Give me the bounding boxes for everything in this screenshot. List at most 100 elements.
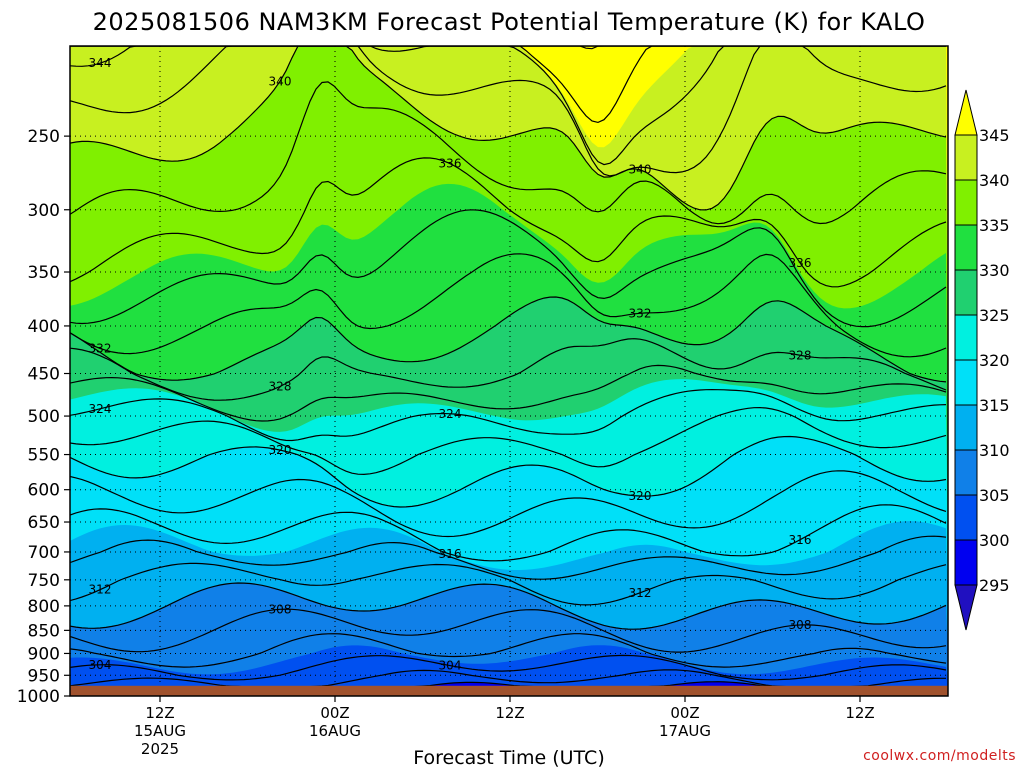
isentrope-308: [70, 608, 947, 653]
isentrope-306: [70, 633, 947, 668]
colorbar-label-325: 325: [979, 306, 1010, 325]
contour-label-text: 308: [789, 618, 812, 632]
y-axis-ticks: 250 300 350 400 450 500 550 600 650 700 750 800 850 9…: [17, 127, 70, 707]
colorbar-label-305: 305: [979, 486, 1010, 505]
contour-label-304: 304: [439, 659, 462, 673]
isentrope-328: [70, 338, 947, 401]
y-tick-label-450: 450: [28, 365, 60, 385]
contour-label-text: 340: [629, 163, 652, 177]
isentrope-304: [70, 654, 947, 681]
colorbar-segment-325: [954, 269, 978, 316]
contour-label-344: 344: [89, 56, 112, 70]
contour-label-308: 308: [789, 618, 812, 632]
isentrope-332: [70, 253, 947, 358]
colorbar-extend-low: [954, 584, 978, 631]
contour-label-text: 336: [439, 157, 462, 171]
x-tick-label-3: 00Z: [670, 704, 699, 722]
y-tick-label-250: 250: [28, 127, 60, 147]
contour-labels: 344 340 340 336 336 332 332 328 328 324 324 320 320 3…: [89, 56, 812, 673]
isentrope-318: [70, 470, 947, 538]
isentrope-312: [70, 562, 947, 606]
isentrope-316: [70, 504, 947, 562]
isentrope-334: [70, 209, 947, 328]
y-tick-label-750: 750: [28, 571, 60, 591]
contour-label-332: 332: [629, 306, 652, 320]
y-tick-label-850: 850: [28, 621, 60, 641]
plot-frame: [69, 45, 949, 697]
contour-label-328: 328: [789, 348, 812, 362]
colorbar-segment-330: [954, 224, 978, 271]
grid-lines: [70, 46, 948, 696]
chart-title: 2025081506 NAM3KM Forecast Potential Tem…: [93, 8, 926, 36]
y-tick-label-550: 550: [28, 446, 60, 466]
contour-label-text: 320: [269, 443, 292, 457]
isentrope-324: [70, 388, 947, 442]
colorbar-label-310: 310: [979, 441, 1010, 460]
isentrope-322: [70, 406, 947, 476]
x-tick-date-1: 16AUG: [309, 722, 361, 740]
colorbar-label-300: 300: [979, 531, 1010, 550]
x-tick-date-3: 17AUG: [659, 722, 711, 740]
contour-label-336: 336: [789, 256, 812, 270]
contour-label-328: 328: [269, 380, 292, 394]
isentrope-342: [70, 46, 947, 177]
y-tick-label-1000: 1000: [17, 687, 60, 707]
y-tick-label-900: 900: [28, 644, 60, 664]
contour-label-text: 316: [789, 533, 812, 547]
colorbar-segment-295: [954, 539, 978, 586]
contour-label-324: 324: [89, 402, 112, 416]
contour-label-text: 332: [629, 306, 652, 320]
contour-label-336: 336: [439, 157, 462, 171]
y-tick-label-400: 400: [28, 317, 60, 337]
y-tick-label-500: 500: [28, 407, 60, 427]
contour-label-text: 332: [89, 341, 112, 355]
y-tick-label-300: 300: [28, 201, 60, 221]
y-tick-label-700: 700: [28, 543, 60, 563]
contour-label-312: 312: [89, 583, 112, 597]
x-tick-label-2: 12Z: [495, 704, 524, 722]
colorbar-label-295: 295: [979, 576, 1010, 595]
colorbar-segment-300: [954, 494, 978, 541]
contour-label-text: 324: [439, 407, 462, 421]
contour-label-text: 320: [629, 489, 652, 503]
contour-label-text: 316: [439, 547, 462, 561]
contour-label-320: 320: [269, 443, 292, 457]
isentrope-314: [70, 535, 947, 580]
contour-label-text: 340: [269, 74, 292, 88]
contour-label-312: 312: [629, 586, 652, 600]
contour-label-320: 320: [629, 489, 652, 503]
contour-label-text: 312: [629, 586, 652, 600]
contour-label-text: 304: [89, 658, 112, 672]
colorbar-segment-315: [954, 359, 978, 406]
colorbar-segment-335: [954, 179, 978, 226]
isentrope-340: [70, 46, 947, 211]
contour-label-340: 340: [629, 163, 652, 177]
contour-label-340: 340: [269, 74, 292, 88]
contour-label-text: 312: [89, 583, 112, 597]
contour-label-304: 304: [89, 658, 112, 672]
contour-label-316: 316: [439, 547, 462, 561]
colorbar-label-335: 335: [979, 216, 1010, 235]
colorbar-label-340: 340: [979, 171, 1010, 190]
contour-label-316: 316: [789, 533, 812, 547]
y-tick-label-350: 350: [28, 263, 60, 283]
colorbar-segment-305: [954, 449, 978, 496]
plot-area: 344 340 340 336 336 332 332 328 328 324 324 320 320 3…: [70, 46, 948, 696]
contour-label-text: 308: [269, 602, 292, 616]
contour-label-324: 324: [439, 407, 462, 421]
contour-label-332: 332: [89, 341, 112, 355]
ground-below-surface: [70, 685, 948, 696]
y-tick-label-600: 600: [28, 481, 60, 501]
isentrope-336: [70, 157, 947, 288]
x-tick-label-4: 12Z: [845, 704, 874, 722]
colorbar-segment-320: [954, 314, 978, 361]
colorbar-label-315: 315: [979, 396, 1010, 415]
contour-label-text: 344: [89, 56, 112, 70]
x-tick-label-1: 00Z: [320, 704, 349, 722]
colorbar: 345 340 335 330 325 320 315 310 305 300 295: [954, 89, 1010, 631]
y-tick-label-950: 950: [28, 666, 60, 686]
y-tick-label-800: 800: [28, 597, 60, 617]
contour-label-text: 328: [789, 348, 812, 362]
